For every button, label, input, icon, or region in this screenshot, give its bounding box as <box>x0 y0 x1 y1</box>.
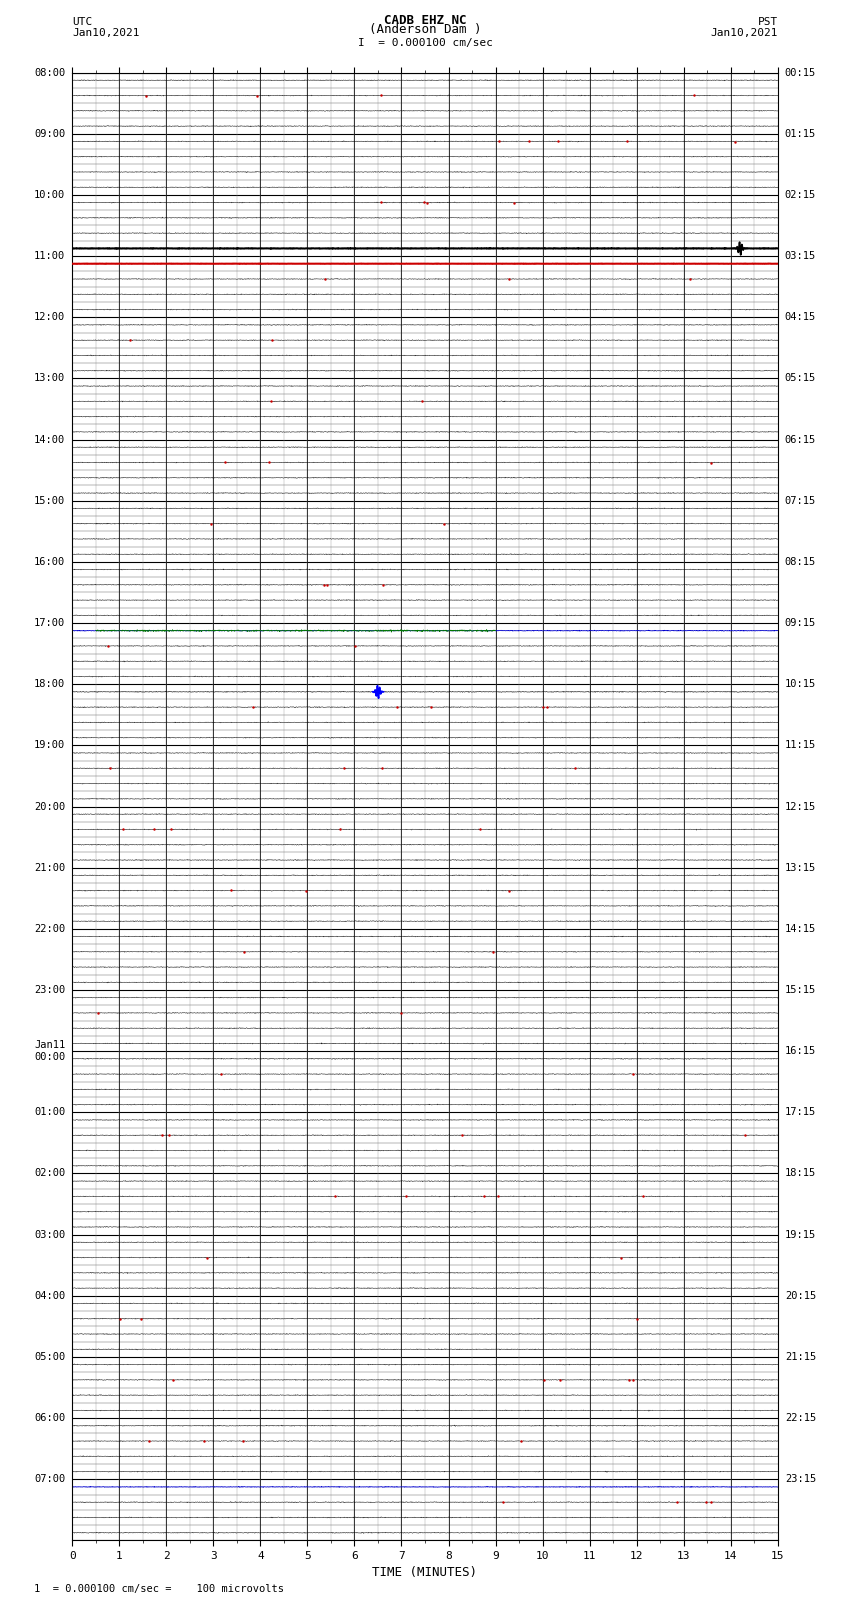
Text: 04:00: 04:00 <box>34 1290 65 1300</box>
Text: 15:00: 15:00 <box>34 495 65 506</box>
Text: 1  = 0.000100 cm/sec =    100 microvolts: 1 = 0.000100 cm/sec = 100 microvolts <box>34 1584 284 1594</box>
Text: 01:15: 01:15 <box>785 129 816 139</box>
Text: 12:00: 12:00 <box>34 313 65 323</box>
Text: 14:00: 14:00 <box>34 434 65 445</box>
Text: PST: PST <box>757 16 778 26</box>
Text: 21:00: 21:00 <box>34 863 65 873</box>
Text: CADB EHZ NC: CADB EHZ NC <box>383 13 467 26</box>
Text: 08:15: 08:15 <box>785 556 816 566</box>
Text: 16:15: 16:15 <box>785 1047 816 1057</box>
X-axis label: TIME (MINUTES): TIME (MINUTES) <box>372 1566 478 1579</box>
Text: 14:15: 14:15 <box>785 924 816 934</box>
Text: 01:00: 01:00 <box>34 1107 65 1118</box>
Text: Jan11
00:00: Jan11 00:00 <box>34 1040 65 1061</box>
Text: 04:15: 04:15 <box>785 313 816 323</box>
Text: (Anderson Dam ): (Anderson Dam ) <box>369 23 481 37</box>
Text: 12:15: 12:15 <box>785 802 816 811</box>
Text: 20:15: 20:15 <box>785 1290 816 1300</box>
Text: 17:00: 17:00 <box>34 618 65 627</box>
Text: 23:15: 23:15 <box>785 1474 816 1484</box>
Text: UTC: UTC <box>72 16 93 26</box>
Text: Jan10,2021: Jan10,2021 <box>711 27 778 37</box>
Text: 22:00: 22:00 <box>34 924 65 934</box>
Text: 07:15: 07:15 <box>785 495 816 506</box>
Text: 20:00: 20:00 <box>34 802 65 811</box>
Text: I  = 0.000100 cm/sec: I = 0.000100 cm/sec <box>358 37 492 47</box>
Text: 07:00: 07:00 <box>34 1474 65 1484</box>
Text: 19:00: 19:00 <box>34 740 65 750</box>
Text: 09:00: 09:00 <box>34 129 65 139</box>
Text: 13:00: 13:00 <box>34 373 65 384</box>
Text: 10:15: 10:15 <box>785 679 816 689</box>
Text: 05:15: 05:15 <box>785 373 816 384</box>
Text: 10:00: 10:00 <box>34 190 65 200</box>
Text: 02:15: 02:15 <box>785 190 816 200</box>
Text: 16:00: 16:00 <box>34 556 65 566</box>
Text: 06:00: 06:00 <box>34 1413 65 1423</box>
Text: 18:15: 18:15 <box>785 1168 816 1179</box>
Text: 22:15: 22:15 <box>785 1413 816 1423</box>
Text: 09:15: 09:15 <box>785 618 816 627</box>
Text: 05:00: 05:00 <box>34 1352 65 1361</box>
Text: 00:15: 00:15 <box>785 68 816 77</box>
Text: 08:00: 08:00 <box>34 68 65 77</box>
Text: 06:15: 06:15 <box>785 434 816 445</box>
Text: 18:00: 18:00 <box>34 679 65 689</box>
Text: 11:00: 11:00 <box>34 252 65 261</box>
Text: 02:00: 02:00 <box>34 1168 65 1179</box>
Text: 03:00: 03:00 <box>34 1229 65 1240</box>
Text: 17:15: 17:15 <box>785 1107 816 1118</box>
Text: Jan10,2021: Jan10,2021 <box>72 27 139 37</box>
Text: 21:15: 21:15 <box>785 1352 816 1361</box>
Text: 13:15: 13:15 <box>785 863 816 873</box>
Text: 03:15: 03:15 <box>785 252 816 261</box>
Text: 15:15: 15:15 <box>785 986 816 995</box>
Text: 23:00: 23:00 <box>34 986 65 995</box>
Text: 19:15: 19:15 <box>785 1229 816 1240</box>
Text: 11:15: 11:15 <box>785 740 816 750</box>
